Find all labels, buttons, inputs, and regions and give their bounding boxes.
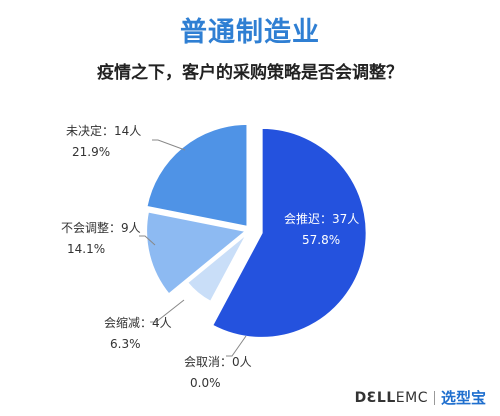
slice-label-2: 会取消：0人: [184, 355, 252, 369]
slice-label-4: 不会调整：9人: [61, 220, 141, 235]
slice-label-5: 未决定：14人: [66, 123, 141, 138]
slice-percent-2: 0.0%: [190, 376, 221, 390]
pie-slice-3: [185, 232, 249, 304]
leader-line-5: [152, 139, 186, 151]
pie-slice-5: [145, 122, 249, 229]
leader-line-3: [150, 299, 185, 323]
chart-title: 普通制造业: [180, 17, 320, 48]
chart-subtitle: 疫情之下，客户的采购策略是否会调整？: [97, 63, 403, 83]
slice-percent-5: 21.9%: [72, 145, 110, 159]
pie-slice-1: [210, 126, 368, 339]
slice-percent-3: 6.3%: [110, 337, 141, 351]
leader-line-2: [226, 335, 247, 357]
brand-footer: DƐLLEMC 选型宝: [355, 387, 486, 408]
leader-line-4: [139, 235, 156, 246]
slice-label-3: 会缩减：4人: [104, 315, 172, 330]
slice-label-1: 会推迟：37人: [284, 212, 359, 226]
slice-percent-4: 14.1%: [67, 242, 105, 256]
logo-divider: [433, 390, 435, 405]
slice-percent-1: 57.8%: [302, 233, 340, 247]
dell-emc-logo: DƐLLEMC: [354, 389, 428, 406]
xuanxingbao-logo: 选型宝: [440, 389, 486, 407]
pie-slice-4: [145, 210, 249, 296]
